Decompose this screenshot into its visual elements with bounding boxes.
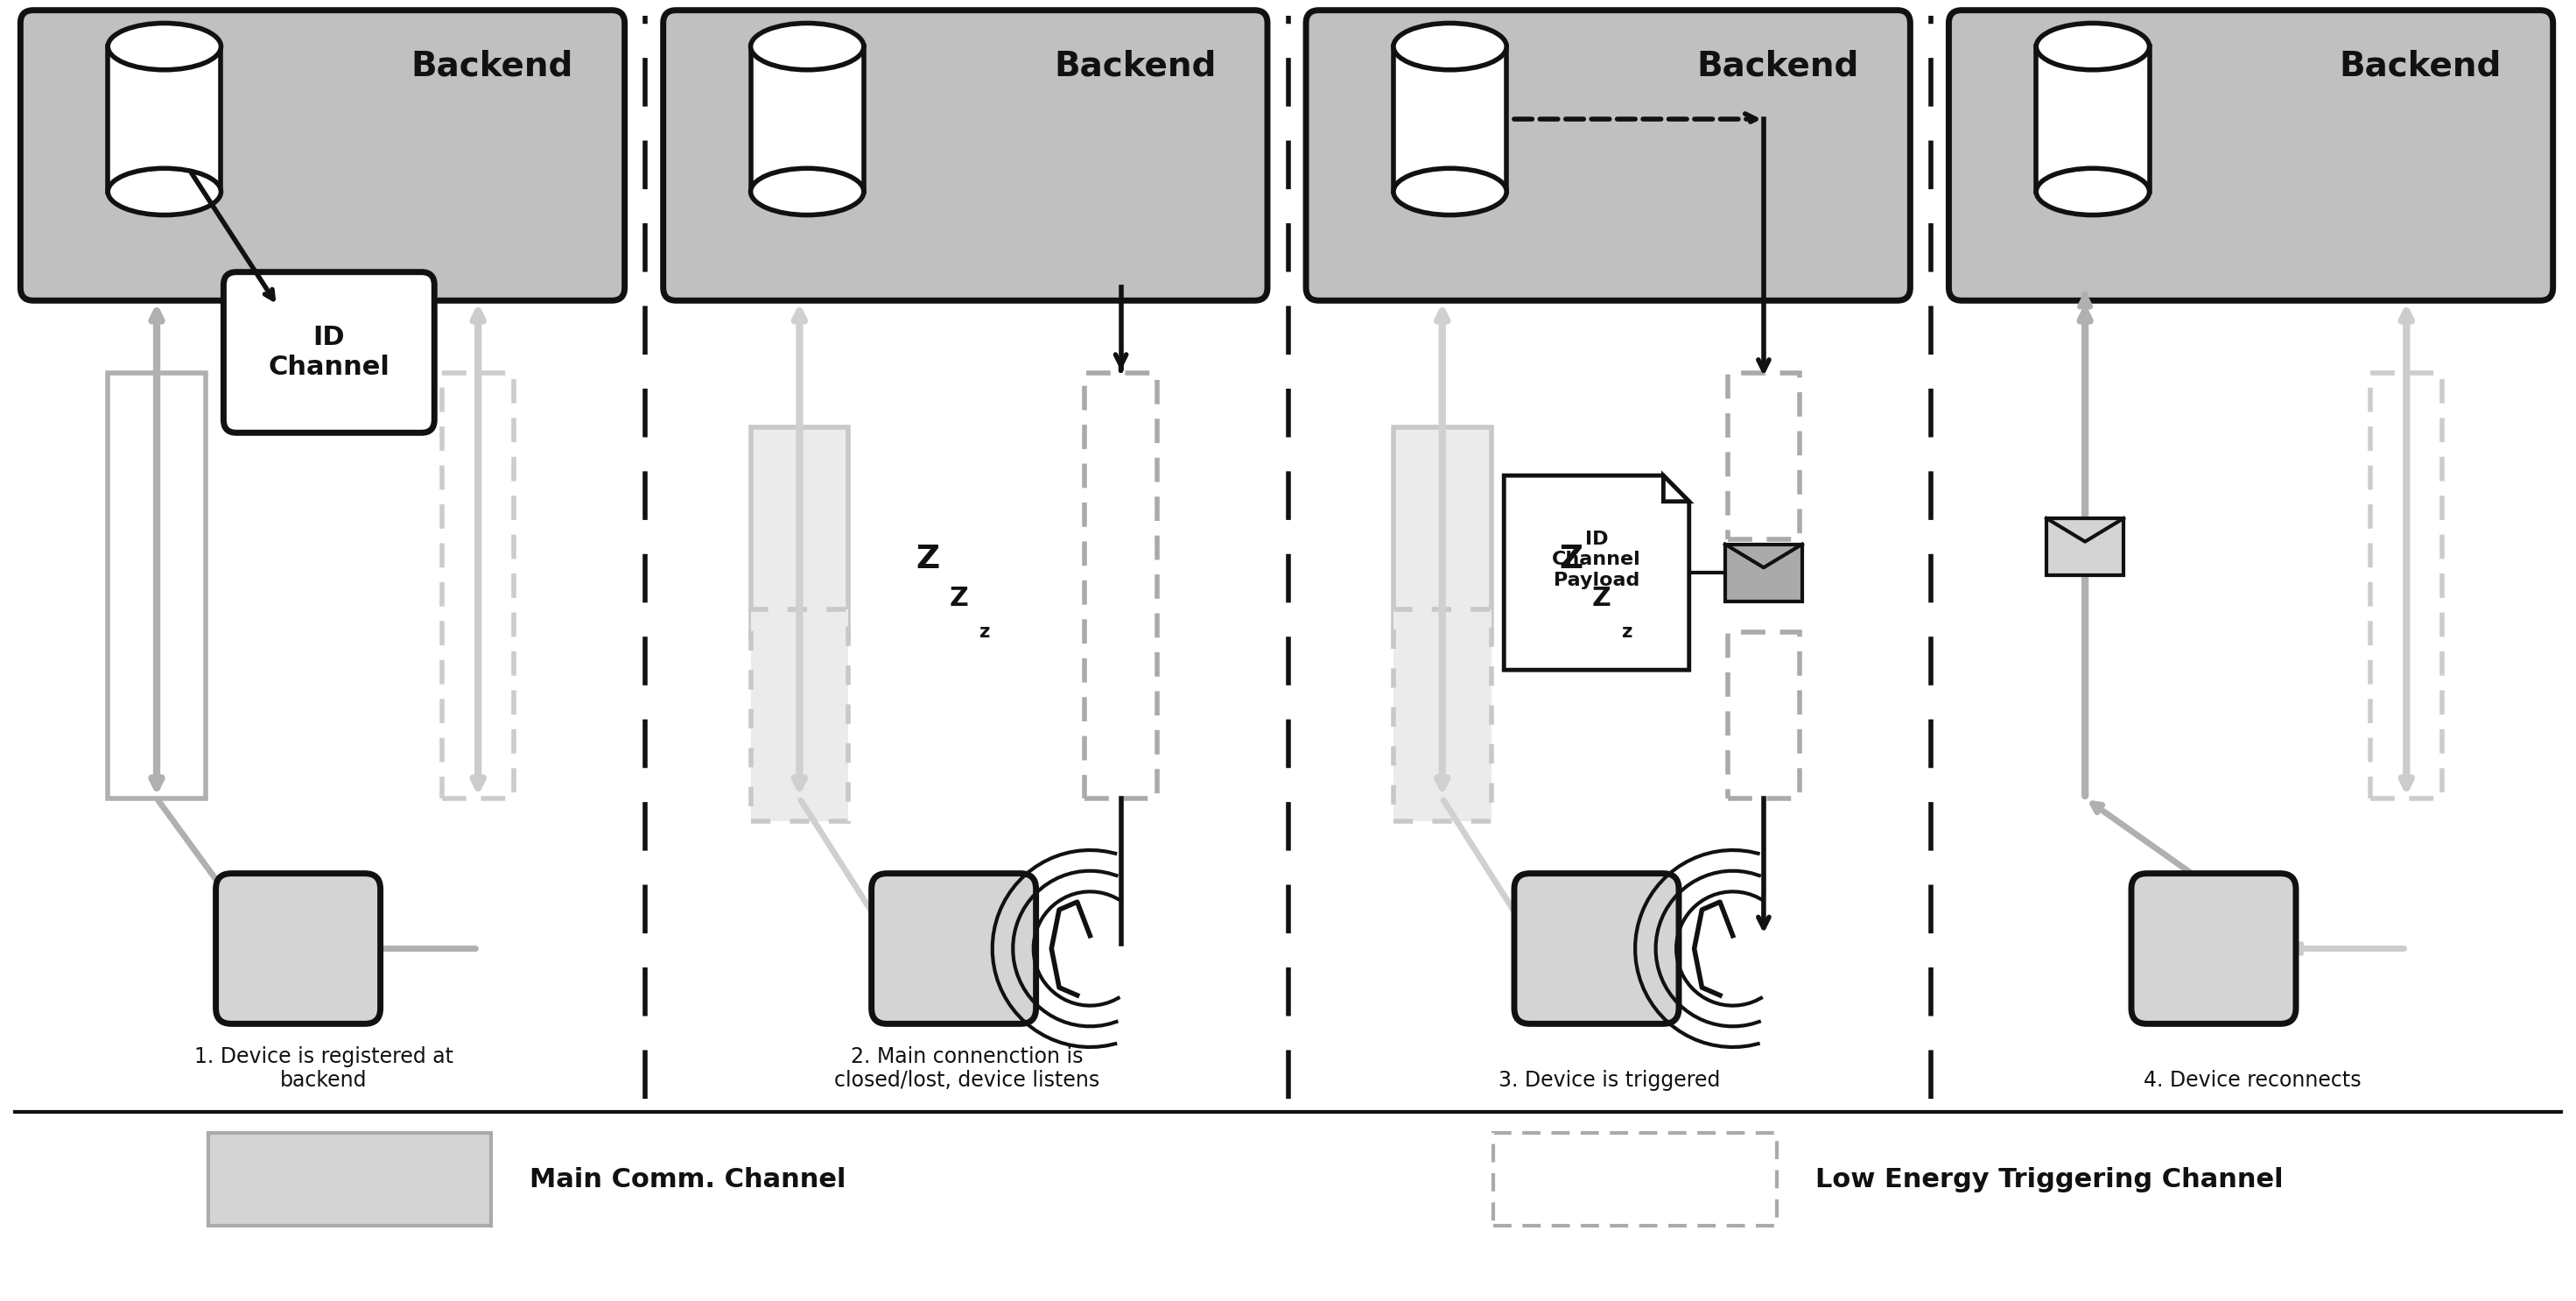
Text: Backend: Backend <box>1054 49 1216 82</box>
Bar <box>1084 373 1157 799</box>
Text: z: z <box>979 623 989 641</box>
Text: Backend: Backend <box>2339 49 2501 82</box>
Ellipse shape <box>2035 23 2148 70</box>
Text: 1. Device is registered at
backend: 1. Device is registered at backend <box>193 1046 453 1092</box>
Bar <box>750 428 848 640</box>
Bar <box>108 373 206 799</box>
Text: 2. Main connenction is
closed/lost, device listens: 2. Main connenction is closed/lost, devi… <box>835 1046 1100 1092</box>
Text: Z: Z <box>917 544 940 575</box>
Text: Backend: Backend <box>412 49 574 82</box>
Polygon shape <box>2035 47 2148 191</box>
Bar <box>2370 373 2442 799</box>
Ellipse shape <box>1394 23 1507 70</box>
FancyBboxPatch shape <box>21 10 623 301</box>
FancyBboxPatch shape <box>2130 873 2295 1024</box>
Bar <box>443 373 515 799</box>
Ellipse shape <box>750 23 863 70</box>
FancyBboxPatch shape <box>1950 10 2553 301</box>
FancyBboxPatch shape <box>871 873 1036 1024</box>
Bar <box>1726 544 1803 601</box>
Text: Z: Z <box>1592 585 1610 611</box>
Text: 4. Device reconnects: 4. Device reconnects <box>2143 1071 2362 1092</box>
Ellipse shape <box>108 168 222 215</box>
FancyBboxPatch shape <box>662 10 1267 301</box>
Text: Z: Z <box>951 585 969 611</box>
FancyBboxPatch shape <box>1306 10 1911 301</box>
Ellipse shape <box>2035 168 2148 215</box>
Polygon shape <box>1664 476 1690 501</box>
Polygon shape <box>1394 47 1507 191</box>
Ellipse shape <box>1394 168 1507 215</box>
Bar <box>1494 1133 1777 1226</box>
Ellipse shape <box>108 23 222 70</box>
Text: Low Energy Triggering Channel: Low Energy Triggering Channel <box>1816 1167 2282 1192</box>
Bar <box>1394 609 1492 822</box>
Polygon shape <box>1504 476 1690 670</box>
Text: Z: Z <box>1558 544 1582 575</box>
Text: Backend: Backend <box>1698 49 1860 82</box>
Text: z: z <box>1623 623 1633 641</box>
Bar <box>209 1133 492 1226</box>
FancyBboxPatch shape <box>1515 873 1680 1024</box>
Polygon shape <box>750 47 863 191</box>
Text: 3. Device is triggered: 3. Device is triggered <box>1499 1071 1721 1092</box>
Bar <box>750 609 848 822</box>
Ellipse shape <box>750 168 863 215</box>
Bar <box>1394 428 1492 640</box>
Text: ID
Channel: ID Channel <box>268 325 389 380</box>
Text: Main Comm. Channel: Main Comm. Channel <box>531 1167 845 1192</box>
Polygon shape <box>108 47 222 191</box>
Bar <box>1728 632 1801 799</box>
FancyBboxPatch shape <box>216 873 381 1024</box>
Text: ID
Channel
Payload: ID Channel Payload <box>1551 531 1641 589</box>
Bar <box>1728 373 1801 539</box>
FancyBboxPatch shape <box>224 272 435 433</box>
Bar <box>2045 518 2123 575</box>
